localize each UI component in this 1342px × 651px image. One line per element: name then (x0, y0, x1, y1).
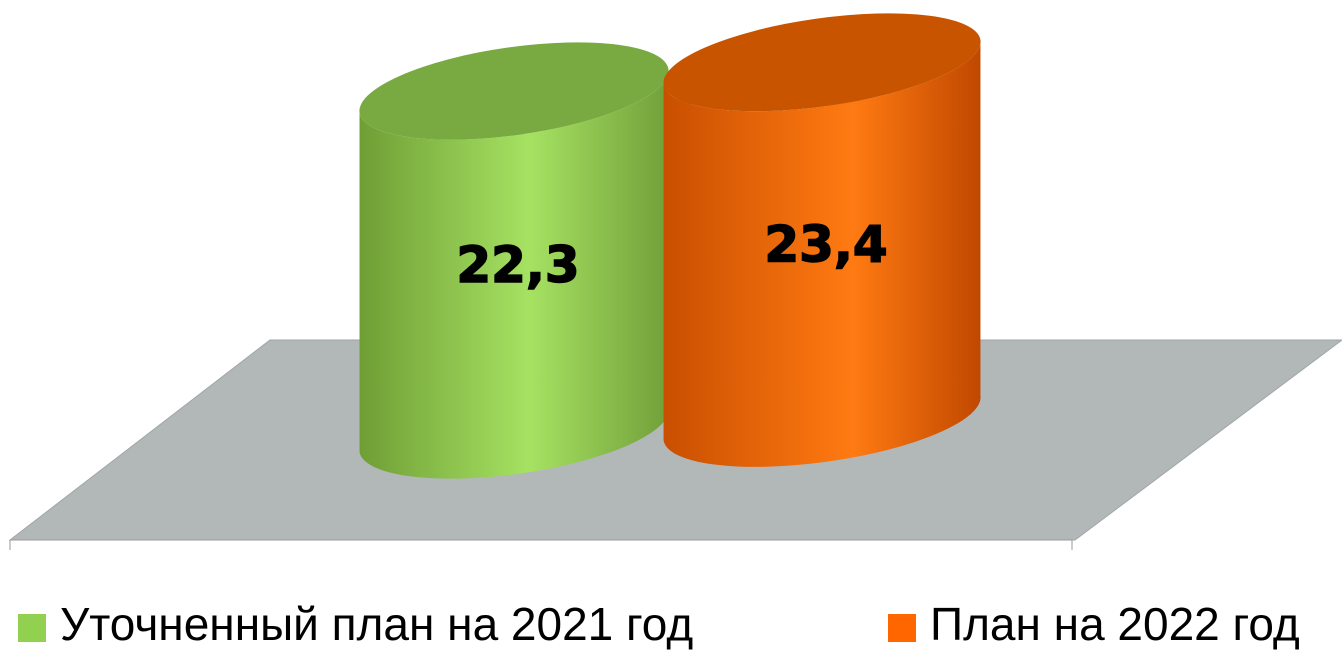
data-label: 23,4 (764, 216, 887, 274)
legend-label: План на 2022 год (930, 598, 1300, 650)
legend-label: Уточненный план на 2021 год (60, 598, 693, 650)
cylinder-body (359, 69, 669, 479)
cylinder-top (663, 13, 981, 112)
legend-swatch (18, 614, 46, 642)
cylinder-body (663, 40, 981, 467)
legend-swatch (888, 614, 916, 642)
cylinder-top (359, 42, 669, 140)
data-label: 22,3 (456, 236, 579, 294)
